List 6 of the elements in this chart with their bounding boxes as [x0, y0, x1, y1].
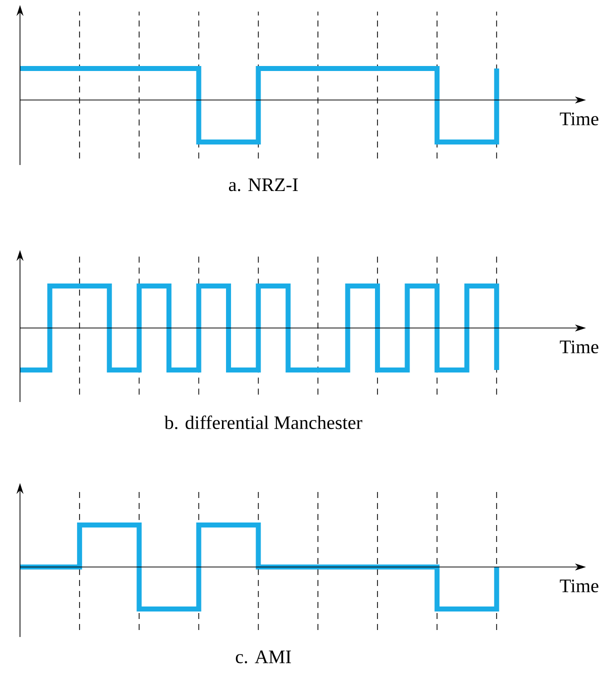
- text: c. AMI: [236, 650, 291, 664]
- x-axis-title: Time: [560, 112, 598, 126]
- x-axis-title: Time: [560, 340, 598, 354]
- text: b. differential Manchester: [164, 416, 362, 430]
- x-axis-title: Time: [560, 580, 598, 592]
- text: a. NRZ-I: [228, 178, 298, 192]
